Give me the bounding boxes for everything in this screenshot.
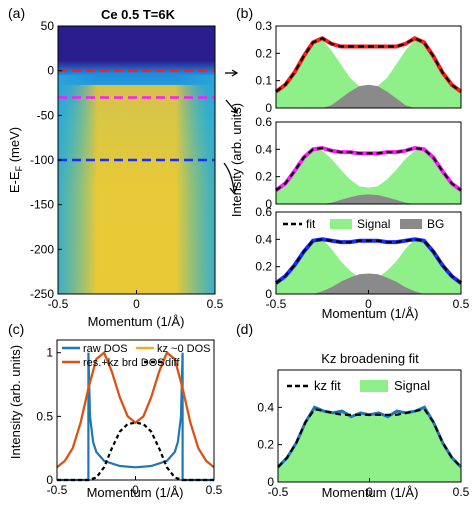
a-ytick-label: -250	[30, 287, 54, 301]
legend-signal-swatch	[360, 380, 388, 392]
legend-bg-swatch	[400, 219, 422, 229]
panel-b-xlabel: Momentum (1/Å)	[322, 306, 419, 321]
series-line	[56, 350, 215, 469]
b2-ytick-label: 0	[265, 197, 272, 211]
c-xtick-label: -0.5	[47, 483, 68, 497]
c-ytick-label: 0	[46, 473, 53, 487]
b1-ytick-label: 0.1	[255, 74, 272, 88]
a-ytick-label: -200	[30, 242, 54, 256]
d-ytick-label: 0.2	[257, 438, 274, 452]
bg-area	[322, 84, 415, 108]
fit-curve	[275, 146, 462, 192]
signal-area	[276, 149, 461, 204]
b3-xtick-label: 0	[365, 297, 372, 311]
d-xtick-label: -0.5	[268, 485, 289, 499]
legend-bg-label: BG	[427, 217, 444, 231]
legend-label: diff	[165, 357, 180, 369]
d-ytick-label: 0	[267, 475, 274, 489]
panel-d-xlabel: Momentum (1/Å)	[322, 485, 419, 500]
b1-ytick-label: 0	[265, 101, 272, 115]
panel-d-label: (d)	[236, 321, 253, 337]
b3-xtick-label: 0.5	[453, 297, 470, 311]
fit-curve	[275, 238, 462, 284]
b3-ytick-label: 0.4	[255, 232, 272, 246]
series-line	[56, 350, 215, 469]
panel-d-title: Kz broadening fit	[321, 351, 419, 366]
panel-a-label: (a)	[8, 5, 25, 21]
d-xtick-label: 0.5	[453, 485, 470, 499]
legend-signal-label: Signal	[394, 378, 430, 393]
panel-a-ylabel: E-EF (meV)	[7, 127, 24, 193]
series-line	[57, 421, 214, 482]
signal-area	[276, 39, 461, 109]
panel-d-area-chart: 00.20.4-0.5 0 0.5kz fit Signal	[257, 369, 470, 499]
panel-a-heatmap: (a) Ce 0.5 T=6K 50 0 -50 -100 -150 -200 -250-0…	[7, 5, 224, 329]
c-xtick-label: 0	[132, 483, 139, 497]
ylabel-main: E-E	[7, 171, 22, 193]
legend-label: res.+kz brd DOS	[83, 357, 165, 369]
panel-b2-area-chart: 0 0.2 0.4 0.6	[255, 115, 463, 211]
b2-frame	[275, 121, 462, 205]
bg-area	[322, 194, 415, 204]
bg-area	[313, 273, 424, 294]
b3-ytick-label: 0	[265, 287, 272, 301]
legend-label: raw DOS	[83, 343, 128, 355]
b1-ytick-label: 0.3	[255, 19, 272, 33]
panel-b-ylabel: Intensity (arb. units)	[229, 103, 244, 217]
d-ytick-label: 0.4	[257, 400, 274, 414]
panel-b1-area-chart: 0 0.1 0.2 0.3	[255, 19, 463, 115]
legend-fit-label: fit	[306, 217, 316, 231]
panel-c-ylabel: Intensity (arb. units)	[8, 345, 23, 459]
heatmap-edge-band	[58, 75, 215, 294]
arrow-mid	[225, 99, 237, 113]
panel-c-label: (c)	[8, 321, 24, 337]
a-ytick-label: 50	[41, 19, 55, 33]
d-xtick-label: 0	[366, 485, 373, 499]
panel-c-xlabel: Momentum (1/Å)	[87, 485, 184, 500]
a-ytick-label: 0	[47, 64, 54, 78]
b2-ytick-label: 0.4	[255, 142, 272, 156]
signal-area	[278, 407, 461, 482]
fit-curve	[277, 407, 462, 468]
b2-ytick-label: 0.6	[255, 115, 272, 129]
signal-area	[276, 239, 461, 294]
legend-signal-swatch	[330, 219, 352, 229]
a-ytick-label: -150	[30, 198, 54, 212]
arrow-low-head	[229, 186, 238, 195]
a-xtick-label: 0	[133, 297, 140, 311]
series-line	[57, 352, 214, 482]
c-xtick-label: 0.5	[206, 483, 223, 497]
b3-ytick-label: 0.2	[255, 260, 272, 274]
a-xtick-label: 0.5	[207, 297, 224, 311]
fit-curve	[275, 37, 462, 93]
a-xtick-label: -0.5	[48, 297, 69, 311]
b2-ytick-label: 0.2	[255, 170, 272, 184]
a-ytick-label: -100	[30, 153, 54, 167]
ylabel-unit: (meV)	[7, 127, 22, 166]
panel-a-title: Ce 0.5 T=6K	[101, 7, 176, 22]
b1-ytick-label: 0.2	[255, 46, 272, 60]
panel-a-xlabel: Momentum (1/Å)	[88, 314, 185, 329]
c-ytick-label: 0.5	[36, 409, 53, 423]
ylabel-sub: F	[14, 165, 24, 171]
arrow-mid-head	[230, 106, 239, 115]
b3-xtick-label: -0.5	[266, 297, 287, 311]
legend-signal-label: Signal	[357, 217, 390, 231]
arrows	[223, 69, 239, 195]
arrow-top-head	[231, 69, 239, 77]
arrow-low	[223, 162, 235, 192]
b3-ytick-label: 0.6	[255, 205, 272, 219]
legend-kzfit-label: kz fit	[314, 378, 341, 393]
legend-label: kz ~0 DOS	[157, 343, 211, 355]
a-ytick-label: -50	[37, 108, 55, 122]
b1-frame	[275, 25, 462, 109]
panel-b-label: (b)	[236, 5, 253, 21]
c-ytick-label: 1	[46, 346, 53, 360]
